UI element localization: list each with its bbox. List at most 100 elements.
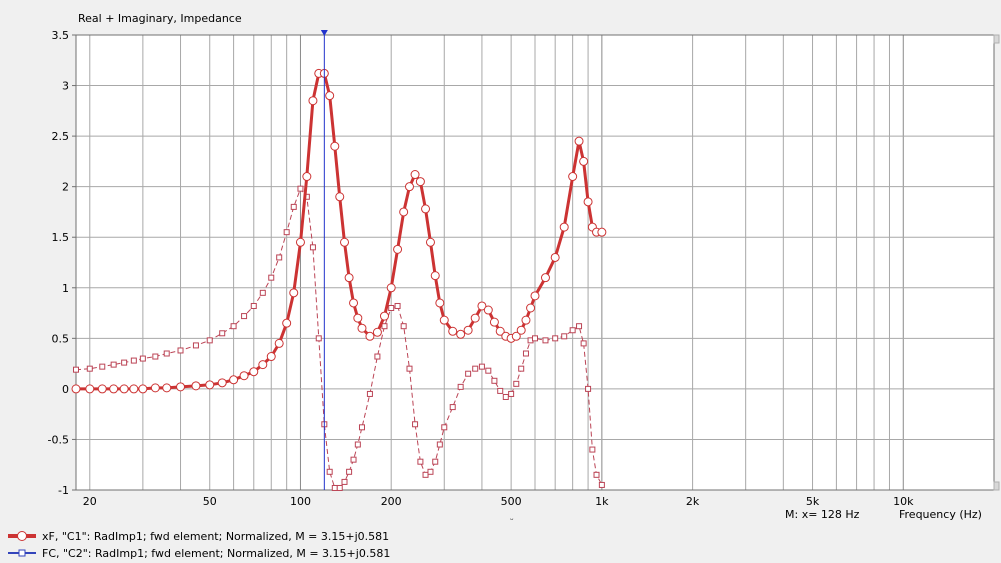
real-point <box>109 384 119 394</box>
real-point <box>274 338 284 348</box>
real-point <box>229 375 239 385</box>
y-tick-label: 2.5 <box>52 130 70 143</box>
real-point <box>282 318 292 328</box>
scroll-handle-icon[interactable] <box>993 34 1000 491</box>
chart-title: Real + Imaginary, Impedance <box>78 12 242 25</box>
imaginary-point <box>336 484 343 491</box>
real-point <box>463 325 473 335</box>
y-tick-label: 0.5 <box>52 332 70 345</box>
real-point <box>574 136 584 146</box>
imaginary-point <box>422 471 429 478</box>
imaginary-point <box>206 337 213 344</box>
real-point <box>550 252 560 262</box>
real-point <box>410 170 420 180</box>
real-point <box>404 182 414 192</box>
imaginary-point <box>341 478 348 485</box>
real-point <box>415 177 425 187</box>
y-tick-label: 0 <box>62 383 69 396</box>
y-tick-label: 3.5 <box>52 29 70 42</box>
imaginary-point <box>561 333 568 340</box>
legend-item-c2[interactable]: FC, "C2": RadImp1; fwd element; Normaliz… <box>8 545 390 561</box>
imaginary-point <box>465 370 472 377</box>
real-point <box>289 288 299 298</box>
real-point <box>295 237 305 247</box>
y-tick-label: -0.5 <box>48 433 69 446</box>
imaginary-point <box>331 484 338 491</box>
real-point <box>249 367 259 377</box>
imaginary-point <box>417 458 424 465</box>
real-point <box>386 283 396 293</box>
real-point <box>340 237 350 247</box>
imaginary-point <box>309 244 316 251</box>
real-point <box>71 384 81 394</box>
imaginary-point <box>315 335 322 342</box>
plot-frame <box>75 34 995 491</box>
real-point <box>583 197 593 207</box>
imaginary-point <box>436 441 443 448</box>
real-point <box>357 323 367 333</box>
x-axis-label: Frequency (Hz) <box>899 508 982 521</box>
real-point <box>393 244 403 254</box>
imaginary-point <box>86 365 93 372</box>
imaginary-point <box>427 468 434 475</box>
x-tick-label: 50 <box>203 495 217 508</box>
legend-item-c1[interactable]: xF, "C1": RadImp1; fwd element; Normaliz… <box>8 528 389 544</box>
real-point <box>335 192 345 202</box>
imaginary-point <box>366 390 373 397</box>
imaginary-point <box>139 355 146 362</box>
real-point <box>568 172 578 182</box>
legend-circle-swatch-icon <box>8 531 36 541</box>
real-point <box>349 298 359 308</box>
imaginary-point <box>219 330 226 337</box>
series-imaginary <box>73 185 605 491</box>
imaginary-point <box>589 446 596 453</box>
imaginary-point <box>388 305 395 311</box>
imaginary-point <box>457 383 464 390</box>
real-point <box>448 326 458 336</box>
real-point <box>435 298 445 308</box>
x-axis-ticks: 20 50 100 200 500 1k 2k 5k 10k <box>83 495 914 508</box>
real-point <box>365 331 375 341</box>
imaginary-point <box>542 337 549 344</box>
real-point <box>470 313 480 323</box>
imaginary-point <box>412 421 419 428</box>
imaginary-point <box>593 471 600 478</box>
real-point <box>372 327 382 337</box>
imaginary-point <box>394 302 401 309</box>
imaginary-point <box>552 335 559 342</box>
real-point <box>119 384 129 394</box>
imaginary-point <box>585 385 592 392</box>
real-point <box>421 204 431 214</box>
imaginary-point <box>406 365 413 372</box>
imaginary-point <box>491 377 498 384</box>
y-tick-label: 1.5 <box>52 231 70 244</box>
imaginary-point <box>381 323 388 330</box>
imaginary-point <box>192 342 199 349</box>
marker-readout: M: x= 128 Hz <box>785 508 860 521</box>
real-point <box>205 380 215 390</box>
real-point <box>495 326 505 336</box>
imaginary-point <box>259 289 266 296</box>
real-point <box>516 325 526 335</box>
imaginary-point <box>374 353 381 360</box>
real-point <box>266 352 276 362</box>
imaginary-point <box>569 327 576 334</box>
imaginary-point <box>449 404 456 411</box>
imaginary-point <box>358 424 365 431</box>
imaginary-point <box>241 313 248 320</box>
real-point <box>176 382 186 392</box>
imaginary-point <box>130 357 137 364</box>
real-point <box>217 378 227 388</box>
real-point <box>138 384 148 394</box>
imaginary-point <box>276 254 283 261</box>
y-tick-label: -1 <box>58 484 69 497</box>
real-point <box>597 227 607 237</box>
imaginary-point <box>350 456 357 463</box>
imaginary-point <box>250 302 257 309</box>
real-point <box>399 207 409 217</box>
real-point <box>302 172 312 182</box>
real-point <box>379 311 389 321</box>
real-point <box>129 384 139 394</box>
marker-layer[interactable] <box>320 30 328 490</box>
marker-triangle-icon[interactable] <box>320 30 328 36</box>
